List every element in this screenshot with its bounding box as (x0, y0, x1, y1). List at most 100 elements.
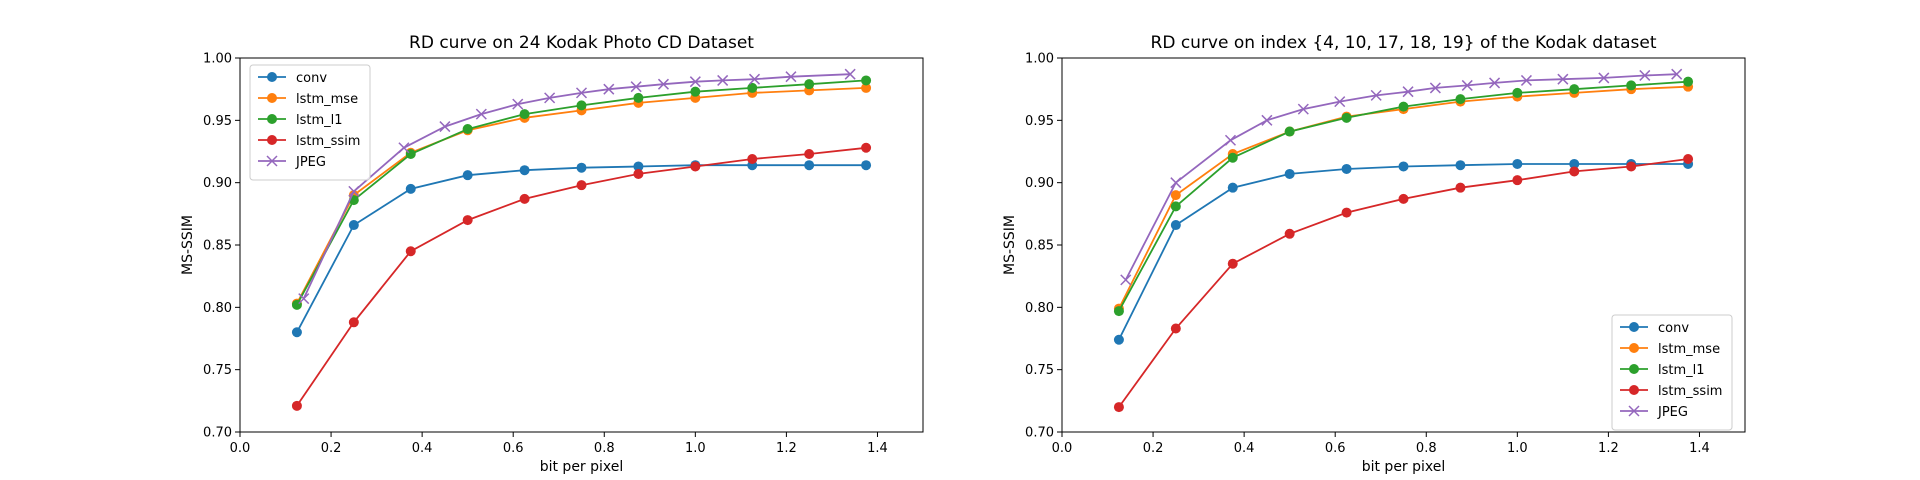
right-y-axis-label: MS-SSIM (1002, 215, 1018, 275)
y-tick-label: 0.85 (203, 239, 232, 254)
data-point (1683, 153, 1694, 164)
data-point (1569, 84, 1580, 95)
y-tick-label: 0.80 (1025, 301, 1054, 316)
data-point (439, 121, 451, 133)
data-point (519, 165, 530, 176)
left-subplot: RD curve on 24 Kodak Photo CD Dataset bi… (180, 33, 924, 475)
data-point (689, 76, 701, 88)
series-line (302, 73, 851, 299)
data-point (348, 317, 359, 328)
legend-marker (266, 155, 278, 167)
legend-item: lstm_l1 (1620, 363, 1705, 378)
x-tick-label: 0.0 (230, 441, 251, 456)
data-point (575, 87, 588, 99)
y-tick-label: 0.80 (203, 301, 232, 316)
series-lstm_l1 (291, 75, 872, 310)
data-point (1284, 126, 1295, 137)
data-point (348, 185, 360, 197)
series-lstm_ssim (291, 142, 872, 411)
data-point (657, 78, 669, 90)
data-point (1170, 323, 1181, 334)
left-chart-title: RD curve on 24 Kodak Photo CD Dataset (409, 33, 754, 53)
legend-label: lstm_mse (1658, 342, 1720, 357)
data-point (398, 142, 410, 154)
legend-label: lstm_mse (296, 92, 358, 107)
data-point (576, 162, 587, 173)
legend-label: lstm_ssim (1658, 384, 1722, 399)
legend-item: lstm_mse (1620, 342, 1720, 357)
right-chart-title: RD curve on index {4, 10, 17, 18, 19} of… (1151, 33, 1657, 53)
data-point (576, 100, 587, 111)
data-point (1398, 161, 1409, 172)
x-tick-label: 0.6 (503, 441, 524, 456)
data-point (1569, 158, 1580, 169)
data-point (1398, 101, 1409, 112)
data-point (603, 83, 615, 95)
data-point (804, 148, 815, 159)
data-point (405, 183, 416, 194)
y-tick-label: 0.75 (203, 363, 232, 378)
y-tick-label: 0.90 (203, 176, 232, 191)
legend-box (1611, 314, 1733, 431)
data-point (1683, 76, 1694, 87)
data-point (1639, 69, 1651, 81)
data-point (291, 327, 302, 338)
data-point (1455, 160, 1466, 171)
data-point (544, 92, 556, 104)
data-point (1113, 334, 1124, 345)
legend-marker (1629, 343, 1639, 353)
legend-item: lstm_ssim (1620, 384, 1722, 399)
left-x-axis-label: bit per pixel (540, 459, 624, 475)
x-tick-label: 1.0 (1507, 441, 1528, 456)
series-JPEG (1120, 68, 1683, 286)
x-tick-label: 0.4 (412, 441, 433, 456)
legend-label: JPEG (295, 155, 326, 170)
legend-marker (267, 93, 277, 103)
data-point (785, 71, 797, 83)
data-point (1170, 201, 1181, 212)
data-point (804, 160, 815, 171)
series-JPEG (298, 68, 856, 305)
legend-item: lstm_l1 (258, 113, 343, 128)
x-tick-label: 1.4 (867, 441, 888, 456)
y-tick-label: 0.70 (1025, 426, 1054, 441)
data-point (1512, 87, 1523, 98)
legend-item: lstm_mse (258, 92, 358, 107)
legend-item: conv (258, 71, 327, 86)
data-point (519, 193, 530, 204)
data-point (348, 220, 359, 231)
legend-marker (267, 114, 277, 124)
data-point (1170, 220, 1181, 231)
legend-item: JPEG (258, 155, 326, 170)
data-point (512, 98, 524, 110)
data-point (717, 74, 729, 86)
y-tick-label: 0.85 (1025, 239, 1054, 254)
data-point (630, 81, 642, 93)
x-tick-label: 1.4 (1689, 441, 1710, 456)
data-point (1341, 163, 1352, 174)
data-point (462, 215, 473, 226)
data-point (462, 124, 473, 135)
data-point (1489, 77, 1501, 89)
legend-marker (1628, 405, 1640, 417)
x-tick-label: 0.2 (1143, 441, 1164, 456)
data-point (1455, 94, 1466, 105)
data-point (298, 293, 310, 305)
y-tick-label: 0.95 (203, 114, 232, 129)
series-lstm_l1 (1113, 76, 1694, 317)
data-point (1520, 74, 1532, 86)
legend-item: conv (1620, 321, 1689, 336)
x-tick-label: 0.6 (1325, 441, 1346, 456)
x-tick-label: 0.0 (1052, 441, 1073, 456)
x-tick-label: 1.2 (1598, 441, 1619, 456)
data-point (690, 161, 701, 172)
data-point (1370, 89, 1382, 101)
legend: conv lstm_mse lstm_l1 lstm_ssim JPEG (249, 64, 371, 181)
legend-item: lstm_ssim (258, 134, 360, 149)
legend-marker (267, 135, 277, 145)
legend-label: JPEG (1657, 405, 1688, 420)
data-point (1461, 79, 1473, 91)
data-point (1170, 190, 1181, 201)
data-point (1402, 86, 1414, 98)
x-tick-label: 1.0 (685, 441, 706, 456)
